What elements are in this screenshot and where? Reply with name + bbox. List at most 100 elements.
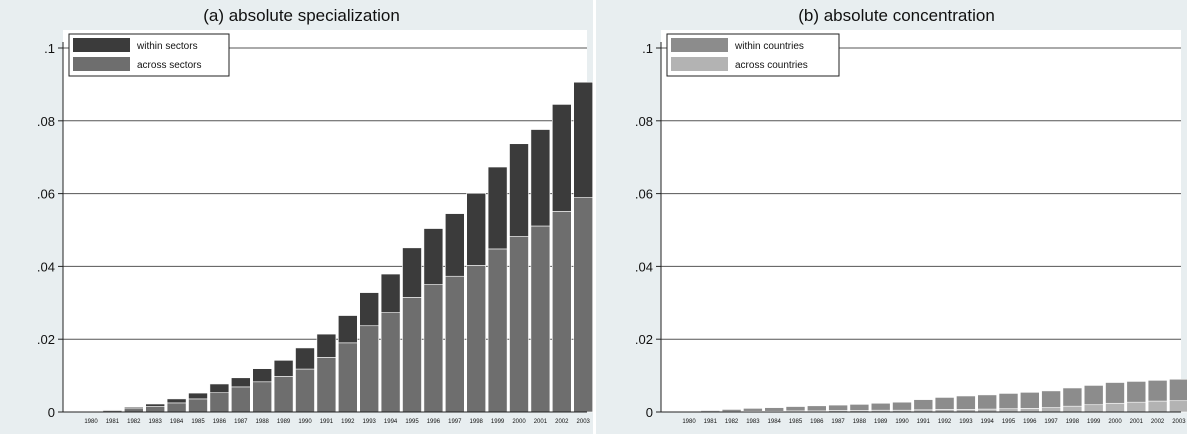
chart-a-bar-top-1991 xyxy=(316,333,337,358)
chart-b-bar-top-2000 xyxy=(1105,382,1125,404)
chart-b-legend-label: across countries xyxy=(735,60,808,71)
chart-b-bar-bottom-2003 xyxy=(1169,400,1187,413)
chart-a-x-tick-label: 1984 xyxy=(170,419,184,425)
chart-b-bar-top-2001 xyxy=(1126,381,1147,403)
chart-a-bar-bottom-1993 xyxy=(359,325,380,413)
chart-a-bar-top-1985 xyxy=(188,392,208,400)
chart-a-x-tick-label: 1983 xyxy=(149,419,163,425)
chart-b-legend-label: within countries xyxy=(734,41,804,52)
chart-b-x-tick-label: 1994 xyxy=(981,419,995,425)
chart-a-bar-bottom-1983 xyxy=(145,406,165,413)
chart-b-bar-top-1981 xyxy=(700,410,721,412)
chart-a-x-tick-label: 2003 xyxy=(577,419,591,425)
chart-a-bar-top-1998 xyxy=(466,192,487,266)
chart-a-bar-bottom-1998 xyxy=(466,265,487,413)
chart-b-x-tick-label: 1993 xyxy=(959,419,973,425)
chart-b-bar-top-1995 xyxy=(998,393,1019,410)
chart-a-bar-bottom-1989 xyxy=(273,376,294,413)
chart-a-x-tick-label: 1989 xyxy=(277,419,291,425)
chart-b-bar-top-1998 xyxy=(1062,387,1083,407)
chart-a-bar-top-1988 xyxy=(252,368,272,383)
chart-b-x-tick-label: 1992 xyxy=(938,419,952,425)
chart-a-bar-top-1989 xyxy=(273,360,294,377)
chart-a-bar-bottom-1997 xyxy=(444,275,465,413)
chart-a-x-tick-label: 1981 xyxy=(106,419,120,425)
chart-a-bar-bottom-1996 xyxy=(423,284,444,413)
chart-a-bar-top-1999 xyxy=(487,166,508,250)
chart-a-bar-bottom-1994 xyxy=(380,312,401,413)
chart-b-x-tick-label: 1980 xyxy=(682,419,696,425)
chart-b-plot-area xyxy=(661,30,1181,412)
chart-a-bar-bottom-1986 xyxy=(209,392,230,413)
chart-a-bar-bottom-2000 xyxy=(509,236,529,413)
chart-b-x-tick-label: 1988 xyxy=(853,419,867,425)
chart-a-bar-bottom-1992 xyxy=(337,342,358,413)
chart-b-y-tick-label: 0 xyxy=(646,405,653,420)
chart-b-x-tick-label: 1995 xyxy=(1002,419,1016,425)
chart-a-bar-top-1992 xyxy=(337,315,358,344)
chart-b-bar-top-1984 xyxy=(764,407,784,412)
chart-a-bar-top-1984 xyxy=(166,398,187,404)
chart-b-bar-top-1989 xyxy=(870,402,891,411)
chart-b-legend-swatch xyxy=(671,38,728,52)
chart-a-bar-top-1995 xyxy=(402,247,422,298)
chart-b-x-tick-label: 1996 xyxy=(1023,419,1037,425)
chart-b-bar-top-2002 xyxy=(1147,380,1168,402)
chart-b-bar-top-1982 xyxy=(721,409,742,412)
chart-a-bar-bottom-1984 xyxy=(166,402,187,413)
chart-a-x-tick-label: 1988 xyxy=(256,419,270,425)
chart-b-bar-bottom-1997 xyxy=(1041,407,1061,413)
chart-panel-a: (a) absolute specialization 0 .02 .04 .06 .08… xyxy=(0,0,593,434)
chart-b-y-tick-label: .1 xyxy=(642,41,653,56)
chart-a-bar-bottom-1999 xyxy=(487,248,508,413)
chart-b-bar-bottom-1996 xyxy=(1019,408,1040,413)
chart-a-x-tick-label: 1982 xyxy=(127,419,141,425)
chart-a-bar-top-1983 xyxy=(145,403,165,407)
chart-b-x-tick-label: 1991 xyxy=(917,419,931,425)
chart-b-x-tick-label: 1990 xyxy=(895,419,909,425)
chart-b-x-tick-label: 2001 xyxy=(1130,419,1144,425)
chart-a-x-tick-label: 1986 xyxy=(213,419,227,425)
chart-a-y-tick-label: .02 xyxy=(37,332,55,347)
chart-a-bar-bottom-1991 xyxy=(316,357,337,413)
chart-b-title: (b) absolute concentration xyxy=(798,6,995,25)
chart-a-bar-top-2002 xyxy=(551,104,572,212)
chart-b-y-tick-label: .08 xyxy=(635,114,653,129)
chart-b-x-tick-label: 1987 xyxy=(831,419,845,425)
chart-a-x-tick-label: 1992 xyxy=(341,419,355,425)
chart-b-x-tick-label: 1985 xyxy=(789,419,803,425)
chart-b-x-tick-label: 1986 xyxy=(810,419,824,425)
chart-a-x-tick-label: 2001 xyxy=(534,419,548,425)
chart-a-bar-bottom-1990 xyxy=(295,368,315,413)
chart-b-x-tick-label: 2003 xyxy=(1172,419,1186,425)
chart-a-x-tick-label: 1987 xyxy=(234,419,248,425)
chart-a-bar-top-1996 xyxy=(423,228,444,285)
chart-a-bar-top-2003 xyxy=(573,81,593,198)
chart-a-bar-top-1990 xyxy=(295,347,315,370)
chart-b-bar-top-1987 xyxy=(828,404,848,411)
chart-a-x-tick-label: 1997 xyxy=(448,419,462,425)
chart-b-bar-bottom-1999 xyxy=(1083,404,1104,413)
chart-b-bar-top-1986 xyxy=(807,405,827,412)
chart-b-bar-top-1999 xyxy=(1083,385,1104,406)
chart-a-x-tick-label: 2002 xyxy=(555,419,569,425)
chart-a-bar-bottom-2003 xyxy=(573,197,593,413)
chart-a-x-tick-label: 1994 xyxy=(384,419,398,425)
chart-b-bar-bottom-1998 xyxy=(1062,405,1083,413)
chart-b-x-tick-label: 2000 xyxy=(1108,419,1122,425)
chart-b-bar-bottom-2000 xyxy=(1105,402,1125,413)
chart-a-x-tick-label: 1991 xyxy=(320,419,334,425)
chart-b-x-tick-label: 1983 xyxy=(746,419,760,425)
chart-b-bar-top-1993 xyxy=(956,395,976,410)
chart-b-bar-top-1990 xyxy=(892,401,912,411)
chart-a-bar-top-1994 xyxy=(380,273,401,313)
chart-b-y-tick-label: .04 xyxy=(635,259,653,274)
chart-a-bar-top-1993 xyxy=(359,292,380,327)
chart-a-legend-label: within sectors xyxy=(136,41,198,52)
chart-a-y-tick-label: .08 xyxy=(37,114,55,129)
chart-b-bar-top-2003 xyxy=(1169,378,1187,402)
chart-a-x-tick-label: 1980 xyxy=(84,419,98,425)
chart-a-x-tick-label: 1985 xyxy=(191,419,205,425)
chart-b-x-tick-label: 1997 xyxy=(1044,419,1058,425)
chart-b-x-tick-label: 1999 xyxy=(1087,419,1101,425)
